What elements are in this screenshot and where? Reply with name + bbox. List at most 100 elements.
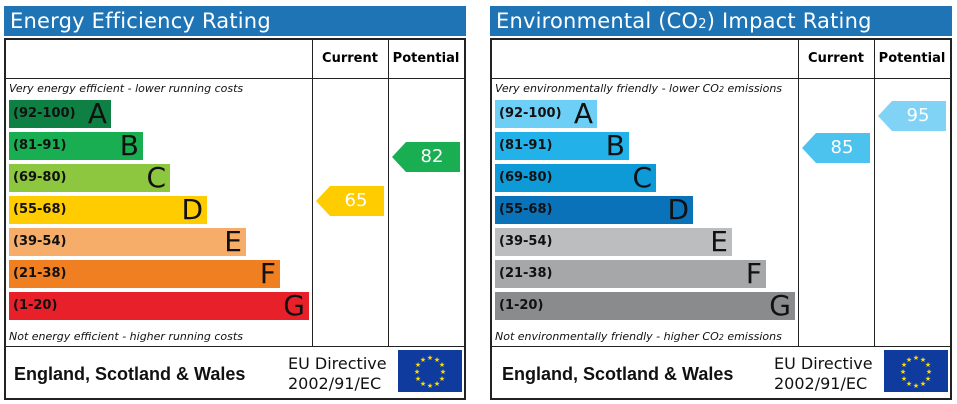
band-letter: G	[283, 289, 305, 322]
divider	[492, 346, 950, 347]
band-c: (69-80) C	[9, 161, 170, 194]
region-label: England, Scotland & Wales	[502, 364, 734, 384]
top-note: Very environmentally friendly - lower CO…	[495, 82, 783, 95]
directive-line2: 2002/91/EC	[288, 374, 382, 393]
arrow-shape	[316, 186, 384, 216]
current-column-header: Current	[322, 51, 378, 66]
directive-line2: 2002/91/EC	[774, 374, 868, 393]
energy-title: Energy Efficiency Rating	[4, 6, 466, 36]
potential-rating-value: 95	[906, 105, 930, 126]
svg-text:★: ★	[414, 368, 420, 376]
svg-text:★: ★	[900, 368, 906, 376]
band-range: (69-80)	[499, 170, 553, 185]
band-letter: F	[745, 257, 762, 290]
svg-text:★: ★	[440, 368, 446, 376]
bottom-note: Not environmentally friendly - higher CO…	[495, 330, 782, 343]
svg-text:★: ★	[906, 356, 912, 364]
potential-column-header: Potential	[392, 51, 460, 66]
svg-text:★: ★	[920, 380, 926, 388]
band-range: (55-68)	[13, 202, 67, 217]
band-a: (92-100) A	[9, 97, 111, 130]
band-d: (55-68) D	[495, 193, 693, 226]
bottom-note: Not energy efficient - higher running co…	[9, 330, 243, 343]
svg-text:★: ★	[925, 361, 931, 369]
current-rating-value: 85	[830, 137, 854, 158]
arrow-shape	[802, 133, 870, 163]
band-letter: A	[573, 97, 593, 130]
band-letter: A	[87, 97, 107, 130]
band-e: (39-54) E	[9, 225, 246, 258]
divider	[6, 78, 312, 79]
svg-text:★: ★	[913, 354, 919, 362]
divider	[312, 40, 313, 346]
svg-text:★: ★	[920, 356, 926, 364]
potential-rating-value: 82	[420, 146, 444, 167]
energy-efficiency-panel: Energy Efficiency Rating Current Potenti…	[4, 6, 466, 400]
band-letter: C	[146, 161, 166, 194]
divider	[6, 346, 464, 347]
potential-column-header: Potential	[878, 51, 946, 66]
svg-text:★: ★	[427, 354, 433, 362]
svg-text:★: ★	[926, 368, 932, 376]
region-label: England, Scotland & Wales	[14, 364, 246, 384]
potential-rating-arrow: 95	[878, 101, 946, 131]
band-f: (21-38) F	[495, 257, 766, 290]
band-range: (39-54)	[13, 234, 67, 249]
band-b: (81-91) B	[495, 129, 629, 162]
band-e: (39-54) E	[495, 226, 732, 258]
svg-text:★: ★	[434, 380, 440, 388]
svg-text:★: ★	[925, 375, 931, 383]
svg-text:★: ★	[906, 380, 912, 388]
band-letter: G	[769, 289, 791, 322]
environment-title: Environmental (CO2) Impact Rating	[490, 6, 952, 36]
band-range: (81-91)	[499, 138, 553, 153]
environment-table: Current Potential Very environmentally f…	[490, 38, 952, 400]
band-letter: E	[224, 225, 242, 258]
divider	[388, 40, 389, 346]
current-column-header: Current	[808, 51, 864, 66]
svg-text:★: ★	[427, 382, 433, 390]
band-range: (1-20)	[499, 298, 544, 313]
band-letter: B	[605, 129, 625, 162]
eu-flag-icon: ★ ★ ★ ★ ★ ★ ★ ★ ★ ★ ★ ★	[398, 350, 462, 392]
eu-flag-icon: ★ ★ ★ ★ ★ ★ ★ ★ ★ ★ ★ ★	[884, 350, 948, 392]
band-g: (1-20) G	[9, 289, 309, 322]
svg-text:★: ★	[901, 361, 907, 369]
current-rating-arrow: 65	[316, 186, 384, 216]
band-range: (21-38)	[499, 266, 553, 281]
band-range: (55-68)	[499, 202, 553, 217]
eu-stars: ★ ★★★ ★★★★ ★★★★	[414, 354, 446, 390]
svg-text:★: ★	[420, 380, 426, 388]
svg-text:★: ★	[439, 375, 445, 383]
band-letter: D	[181, 193, 203, 226]
band-range: (81-91)	[13, 138, 67, 153]
band-letter: C	[632, 161, 652, 194]
band-range: (1-20)	[13, 298, 58, 313]
band-letter: F	[259, 257, 276, 290]
band-g: (1-20) G	[495, 289, 795, 322]
svg-text:★: ★	[415, 361, 421, 369]
divider	[874, 40, 875, 346]
band-range: (21-38)	[13, 266, 67, 281]
svg-text:★: ★	[901, 375, 907, 383]
potential-rating-arrow: 82	[392, 142, 460, 172]
divider	[492, 78, 798, 79]
eu-stars: ★ ★★★ ★★★★ ★★★★	[900, 354, 932, 390]
band-a: (92-100) A	[495, 97, 597, 130]
band-range: (92-100)	[499, 106, 562, 121]
arrow-shape	[392, 142, 460, 172]
band-range: (39-54)	[499, 234, 553, 249]
band-range: (69-80)	[13, 170, 67, 185]
band-letter: D	[667, 193, 689, 226]
svg-text:★: ★	[439, 361, 445, 369]
band-f: (21-38) F	[9, 257, 280, 290]
band-d: (55-68) D	[9, 193, 207, 226]
divider	[798, 40, 799, 346]
band-b: (81-91) B	[9, 129, 143, 162]
svg-text:★: ★	[415, 375, 421, 383]
band-letter: B	[119, 129, 139, 162]
svg-text:★: ★	[420, 356, 426, 364]
band-range: (92-100)	[13, 106, 76, 121]
current-rating-value: 65	[344, 190, 368, 211]
eu-directive: EU Directive 2002/91/EC	[774, 354, 873, 394]
